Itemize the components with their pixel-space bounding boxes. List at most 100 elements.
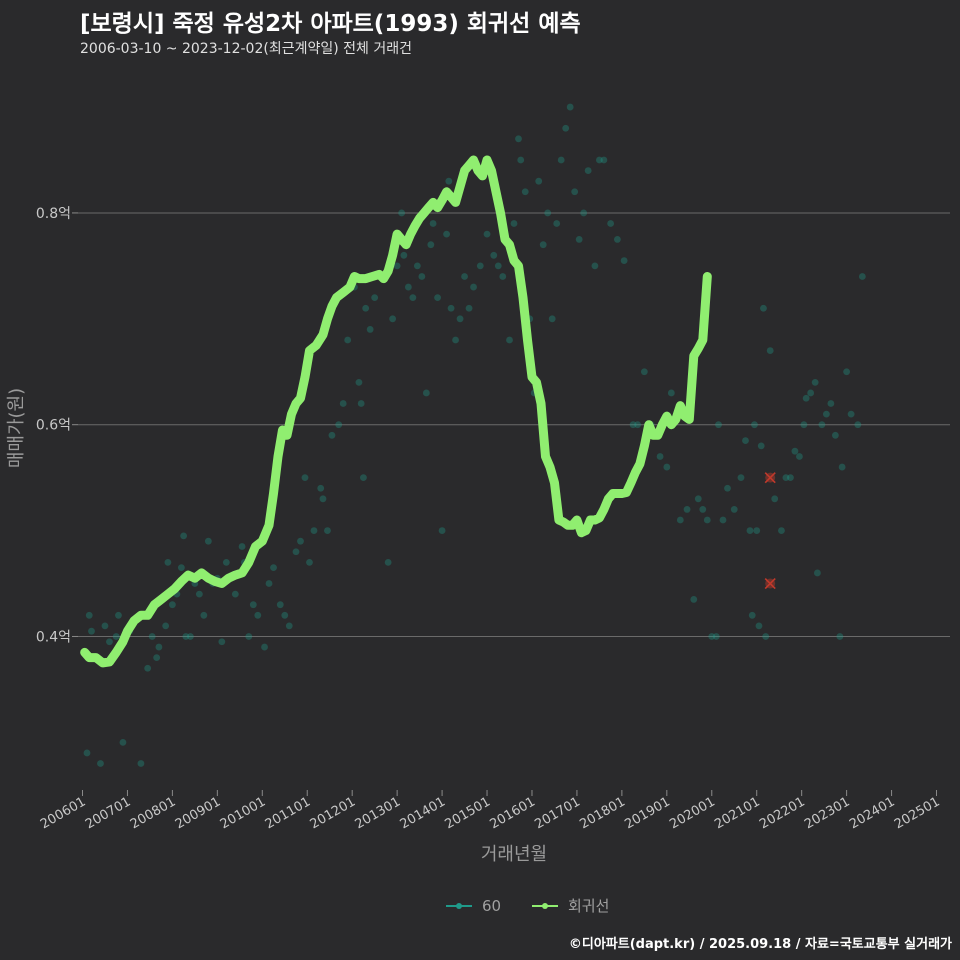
scatter-point <box>483 230 491 238</box>
scatter-point <box>445 177 453 185</box>
scatter-point <box>708 633 716 640</box>
scatter-point <box>200 611 208 619</box>
scatter-point <box>760 304 767 312</box>
scatter-point <box>515 135 522 143</box>
scatter-point <box>607 220 615 227</box>
scatter-point <box>153 654 161 662</box>
scatter-point <box>490 251 498 259</box>
scatter-point <box>306 558 313 566</box>
legend-item: 60 <box>446 897 501 915</box>
scatter-point <box>292 548 300 556</box>
x-axis-title: 거래년월 <box>481 844 547 865</box>
scatter-point <box>831 431 839 439</box>
scatter-point <box>766 347 774 354</box>
scatter-point <box>238 543 246 550</box>
scatter-point <box>802 394 810 402</box>
scatter-point <box>843 368 851 376</box>
scatter-point <box>317 484 325 492</box>
scatter-point <box>465 304 473 312</box>
scatter-point <box>360 474 367 482</box>
chart-title: [보령시] 죽정 유성2차 아파트(1993) 회귀선 예측 <box>80 11 581 37</box>
scatter-point <box>811 378 819 386</box>
scatter-point <box>814 569 821 577</box>
scatter-point <box>703 516 711 524</box>
x-tick-label: 200601 <box>38 794 88 832</box>
scatter-point <box>762 633 770 640</box>
scatter-point <box>310 527 318 534</box>
scatter-point <box>281 611 289 619</box>
y-axis-title: 매매가(원) <box>6 388 27 468</box>
scatter-point <box>847 410 855 418</box>
scatter-point <box>182 633 190 640</box>
scatter-point <box>438 527 446 534</box>
scatter-point <box>629 421 637 429</box>
scatter-point <box>620 257 628 264</box>
scatter-point <box>470 283 477 291</box>
scatter-point <box>434 294 441 302</box>
x-tick-label: 201701 <box>532 794 582 832</box>
scatter-point <box>521 188 529 196</box>
scatter-point <box>195 590 203 598</box>
scatter-point <box>656 453 664 460</box>
scatter-point <box>404 283 412 291</box>
scatter-point <box>535 177 543 185</box>
scatter-point <box>690 596 698 603</box>
scatter-point <box>371 294 379 302</box>
scatter-point <box>778 527 785 534</box>
chart-subtitle: 2006-03-10 ~ 2023-12-02(최근계약일) 전체 거래건 <box>80 41 412 57</box>
scatter-point <box>822 410 830 418</box>
scatter-point <box>694 495 702 503</box>
scatter-point <box>285 622 293 630</box>
scatter-point <box>517 156 525 164</box>
scatter-point <box>510 220 518 227</box>
scatter-point <box>249 601 257 609</box>
regression-series <box>80 155 712 668</box>
scatter-point <box>566 103 574 111</box>
scatter-point <box>413 262 421 270</box>
scatter-point <box>730 506 738 513</box>
scatter-point <box>600 156 608 164</box>
legend-item: 회귀선 <box>532 897 609 915</box>
scatter-point <box>787 474 794 482</box>
scatter-point <box>418 273 426 280</box>
legend-label: 회귀선 <box>568 897 609 915</box>
scatter-point <box>398 209 406 217</box>
y-axis-ticks: 0.4억 0.6억 0.8억 <box>36 206 78 645</box>
scatter-point <box>499 273 507 280</box>
outlier-marker <box>764 472 776 484</box>
scatter-point <box>452 336 459 344</box>
scatter-point <box>324 527 331 534</box>
regression-line <box>80 155 712 668</box>
scatter-point <box>683 506 691 513</box>
x-tick-label: 202001 <box>667 794 717 832</box>
scatter-point <box>544 209 552 217</box>
y-tick-label: 0.6억 <box>36 418 71 434</box>
x-tick-label: 200701 <box>83 794 133 832</box>
scatter-point <box>571 188 579 196</box>
scatter-point <box>580 209 588 217</box>
scatter-point <box>699 506 707 513</box>
scatter-point <box>85 611 93 619</box>
scatter-point <box>115 611 122 619</box>
x-tick-label: 201901 <box>622 794 672 832</box>
scatter-point <box>186 633 194 640</box>
y-tick-label: 0.4억 <box>36 629 71 645</box>
scatter-point <box>245 633 253 640</box>
scatter-point <box>827 400 835 407</box>
x-tick-label: 202401 <box>847 794 897 832</box>
outlier-cross <box>764 472 776 484</box>
x-tick-label: 202301 <box>802 794 852 832</box>
x-tick-label: 202101 <box>712 794 762 832</box>
scatter-point <box>737 474 745 482</box>
x-tick-label: 201401 <box>398 794 448 832</box>
scatter-point <box>791 447 799 455</box>
scatter-point <box>456 315 464 323</box>
scatter-point <box>461 273 468 280</box>
scatter-point <box>384 558 392 566</box>
legend-swatch-dot <box>542 903 548 909</box>
legend-swatch-dot <box>456 903 462 909</box>
x-tick-label: 201201 <box>308 794 358 832</box>
scatter-point <box>297 537 304 545</box>
scatter-point <box>596 156 603 164</box>
